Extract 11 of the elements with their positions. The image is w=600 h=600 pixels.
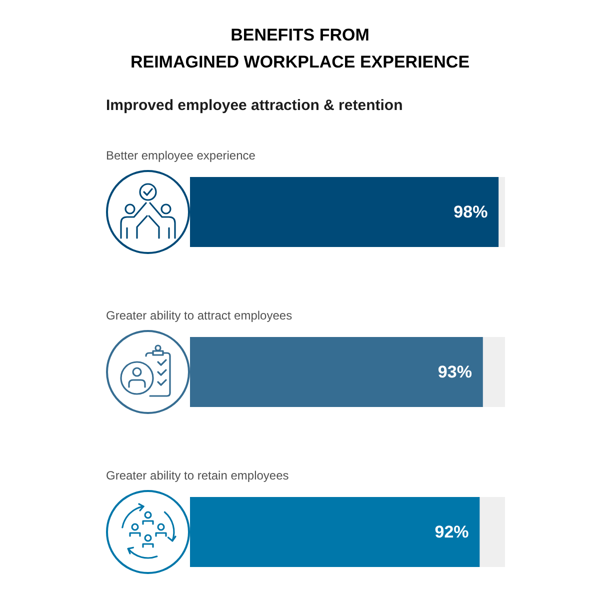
text: Improved employee attraction & retention bbox=[106, 97, 403, 114]
chart-title: BENEFITS FROM REIMAGINED WORKPLACE EXPERIENCE bbox=[130, 26, 470, 72]
y-tick-label: Greater ability to retain employees bbox=[106, 468, 289, 482]
data-label: 93% bbox=[438, 362, 472, 382]
y-tick-label: Greater ability to attract employees bbox=[106, 308, 292, 322]
y-tick-label: Better employee experience bbox=[106, 148, 256, 162]
bar bbox=[498, 177, 505, 247]
data-label: 92% bbox=[434, 522, 469, 542]
data-label: 98% bbox=[454, 202, 488, 222]
bar bbox=[482, 337, 505, 407]
bar bbox=[480, 497, 505, 567]
